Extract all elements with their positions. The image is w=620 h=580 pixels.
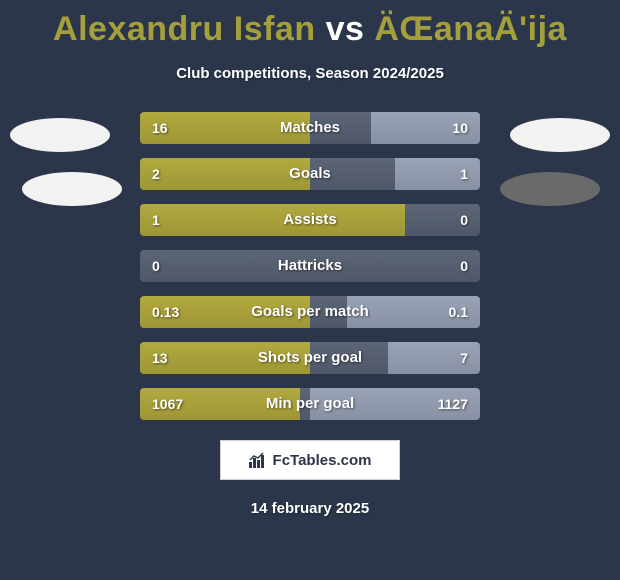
chart-icon (249, 452, 267, 468)
avatar-left-secondary (22, 172, 122, 206)
stat-row: 00Hattricks (140, 250, 480, 282)
stat-label: Hattricks (140, 250, 480, 282)
subtitle: Club competitions, Season 2024/2025 (0, 65, 620, 82)
avatar-right-primary (510, 118, 610, 152)
stat-label: Shots per goal (140, 342, 480, 374)
stat-row: 0.130.1Goals per match (140, 296, 480, 328)
stat-row: 10671127Min per goal (140, 388, 480, 420)
stat-row: 137Shots per goal (140, 342, 480, 374)
stat-label: Matches (140, 112, 480, 144)
vs-text: vs (316, 10, 375, 48)
brand-text: FcTables.com (273, 452, 372, 469)
brand-badge: FcTables.com (220, 440, 400, 480)
date-text: 14 february 2025 (0, 500, 620, 517)
player1-name: Alexandru Isfan (53, 10, 316, 48)
stat-label: Assists (140, 204, 480, 236)
stat-label: Goals per match (140, 296, 480, 328)
stat-row: 1610Matches (140, 112, 480, 144)
stat-row: 21Goals (140, 158, 480, 190)
comparison-bars: 1610Matches 21Goals 10Assists 00Hattricks 0.… (140, 112, 480, 420)
avatar-left-primary (10, 118, 110, 152)
stat-label: Min per goal (140, 388, 480, 420)
page-title: Alexandru Isfan vs ÄŒanaÄ'ija (0, 0, 620, 49)
stat-row: 10Assists (140, 204, 480, 236)
avatar-right-secondary (500, 172, 600, 206)
stat-label: Goals (140, 158, 480, 190)
player2-name: ÄŒanaÄ'ija (374, 10, 567, 48)
